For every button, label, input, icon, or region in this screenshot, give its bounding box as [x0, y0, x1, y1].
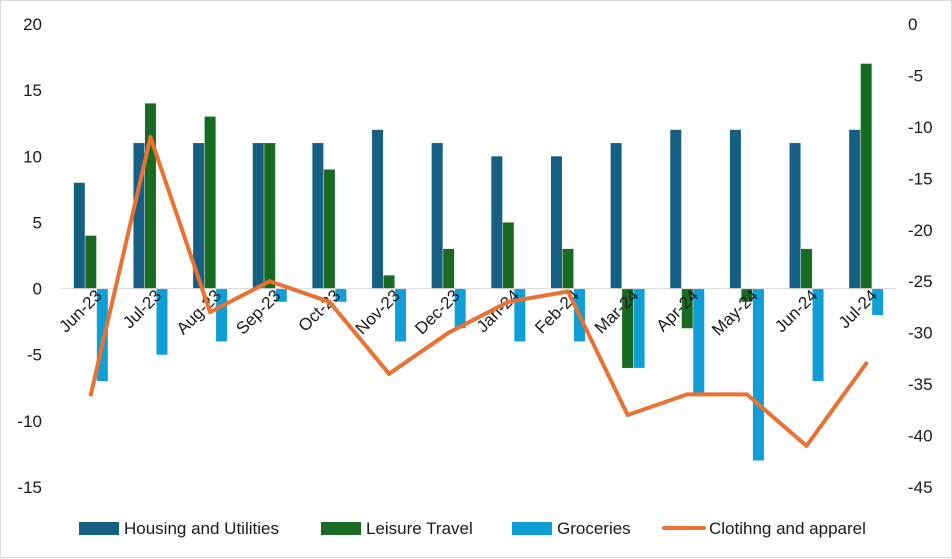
legend-swatch [512, 522, 552, 535]
bar-groceries-jan-24 [514, 288, 526, 342]
bar-groceries-oct-23 [335, 288, 347, 302]
right-axis-tick-label: 0 [908, 15, 917, 34]
bar-leisure-travel-may-24 [741, 288, 753, 302]
bar-housing-and-utilities-dec-23 [431, 143, 443, 289]
bar-leisure-travel-oct-23 [323, 169, 335, 289]
bar-housing-and-utilities-jul-24 [849, 129, 861, 289]
bar-groceries-mar-24 [633, 288, 645, 368]
line-point-feb-24 [565, 289, 570, 294]
bar-groceries-dec-23 [454, 288, 466, 329]
line-point-jan-24 [506, 299, 511, 304]
right-axis-tick-label: -35 [908, 375, 933, 394]
line-point-mar-24 [625, 412, 630, 417]
bar-groceries-apr-24 [693, 288, 705, 395]
bar-housing-and-utilities-may-24 [729, 129, 741, 289]
bar-housing-and-utilities-oct-23 [312, 143, 324, 289]
left-axis-tick-label: 10 [23, 147, 42, 166]
line-series [88, 135, 869, 448]
legend-label: Clotihng and apparel [709, 519, 866, 538]
left-axis: 20 15 10 5 0 -5 -10 -15 [17, 15, 42, 497]
right-axis-tick-label: -25 [908, 272, 933, 291]
bar-groceries-jun-23 [96, 288, 108, 382]
bar-leisure-travel-jun-24 [801, 248, 813, 289]
line-point-sep-23 [267, 279, 272, 284]
bar-leisure-travel-feb-24 [562, 248, 574, 289]
left-axis-tick-label: 20 [23, 15, 42, 34]
line-point-aug-23 [208, 310, 213, 315]
line-point-oct-23 [327, 299, 332, 304]
bar-groceries-nov-23 [395, 288, 407, 342]
line-point-jul-23 [148, 135, 153, 140]
left-axis-tick-label: 5 [33, 213, 42, 232]
legend-swatch [79, 522, 119, 535]
bar-leisure-travel-aug-23 [204, 116, 216, 289]
bar-leisure-travel-jan-24 [502, 222, 514, 289]
bar-groceries-aug-23 [216, 288, 228, 342]
legend-label: Housing and Utilities [124, 519, 279, 538]
line-point-jun-24 [804, 443, 809, 448]
bar-leisure-travel-mar-24 [622, 288, 634, 368]
right-axis-tick-label: -20 [908, 221, 933, 240]
right-axis-tick-label: -30 [908, 324, 933, 343]
bar-housing-and-utilities-mar-24 [610, 143, 622, 289]
bar-leisure-travel-jul-23 [144, 103, 156, 289]
bar-leisure-travel-jun-23 [85, 235, 97, 289]
bar-housing-and-utilities-jun-24 [789, 143, 801, 289]
right-axis-tick-label: -15 [908, 169, 933, 188]
bar-leisure-travel-sep-23 [264, 143, 276, 289]
line-point-dec-23 [446, 330, 451, 335]
left-axis-tick-label: 0 [33, 280, 42, 299]
line-point-apr-24 [685, 392, 690, 397]
bar-housing-and-utilities-nov-23 [372, 129, 384, 289]
bar-groceries-may-24 [752, 288, 764, 461]
legend-swatch [321, 522, 361, 535]
right-axis-tick-label: -10 [908, 118, 933, 137]
bar-leisure-travel-jul-24 [860, 63, 872, 289]
bar-housing-and-utilities-apr-24 [670, 129, 682, 289]
bar-groceries-jun-24 [812, 288, 824, 382]
bar-groceries-jul-24 [872, 288, 884, 316]
left-axis-tick-label: -5 [27, 346, 42, 365]
bar-series [73, 63, 884, 461]
legend: Housing and Utilities Leisure Travel Groce… [79, 519, 866, 538]
bar-housing-and-utilities-feb-24 [550, 156, 562, 289]
right-axis: 0 -5 -10 -15 -20 -25 -30 -35 -40 -45 [908, 15, 933, 497]
right-axis-tick-label: -5 [908, 66, 923, 85]
line-point-jul-24 [864, 361, 869, 366]
line-point-jun-23 [88, 392, 93, 397]
bar-housing-and-utilities-jan-24 [491, 156, 503, 289]
bar-leisure-travel-apr-24 [681, 288, 693, 329]
legend-label: Groceries [557, 519, 631, 538]
x-axis-tick-label: Sep-23 [232, 286, 284, 338]
line-clothing-and-apparel [88, 135, 869, 448]
left-axis-tick-label: -10 [17, 412, 42, 431]
bar-housing-and-utilities-aug-23 [193, 143, 205, 289]
left-axis-tick-label: -15 [17, 478, 42, 497]
bar-groceries-sep-23 [275, 288, 287, 302]
bar-housing-and-utilities-jul-23 [133, 143, 145, 289]
right-axis-tick-label: -40 [908, 427, 933, 446]
right-axis-tick-label: -45 [908, 478, 933, 497]
bar-housing-and-utilities-jun-23 [73, 182, 85, 289]
bar-groceries-jul-23 [156, 288, 168, 355]
legend-label: Leisure Travel [366, 519, 473, 538]
line-point-may-24 [744, 392, 749, 397]
line-point-nov-23 [387, 371, 392, 376]
bar-housing-and-utilities-sep-23 [252, 143, 264, 289]
bar-leisure-travel-nov-23 [383, 275, 395, 289]
left-axis-tick-label: 15 [23, 81, 42, 100]
bar-leisure-travel-dec-23 [443, 248, 455, 289]
